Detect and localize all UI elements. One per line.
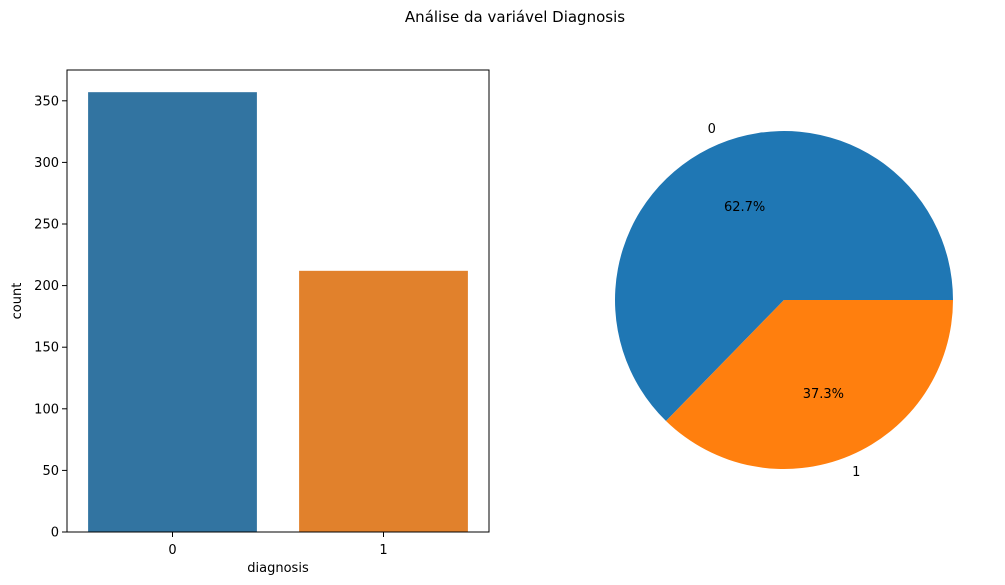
- pie-label: 0: [708, 122, 716, 137]
- bar-chart-xlabel: diagnosis: [247, 561, 309, 576]
- pie-percent-label: 37.3%: [803, 387, 844, 402]
- pie-chart: 0 62.7% 1 37.3%: [615, 122, 953, 480]
- pie-percent-label: 62.7%: [724, 200, 765, 215]
- bar-chart-ylabel: count: [10, 283, 25, 320]
- x-tick-label: 1: [379, 543, 387, 558]
- y-tick-label: 350: [34, 94, 59, 109]
- y-tick-label: 200: [34, 279, 59, 294]
- bar-1: [299, 270, 468, 532]
- y-tick-label: 100: [34, 402, 59, 417]
- figure-suptitle: Análise da variável Diagnosis: [405, 8, 625, 26]
- y-tick-label: 0: [51, 526, 59, 541]
- y-tick-label: 300: [34, 156, 59, 171]
- pie-slice-1: [666, 300, 953, 469]
- x-tick-label: 0: [168, 543, 176, 558]
- y-tick-label: 50: [42, 464, 59, 479]
- y-tick-label: 150: [34, 341, 59, 356]
- bar-0: [88, 92, 257, 533]
- bar-chart-axes-frame: [66, 69, 490, 533]
- pie-label: 1: [852, 465, 860, 480]
- pie-slice-0: [615, 131, 953, 421]
- bar-chart: 0 50 100 150 200 250 300 350 0 1 count diagnosis: [10, 69, 490, 576]
- y-tick-label: 250: [34, 218, 59, 233]
